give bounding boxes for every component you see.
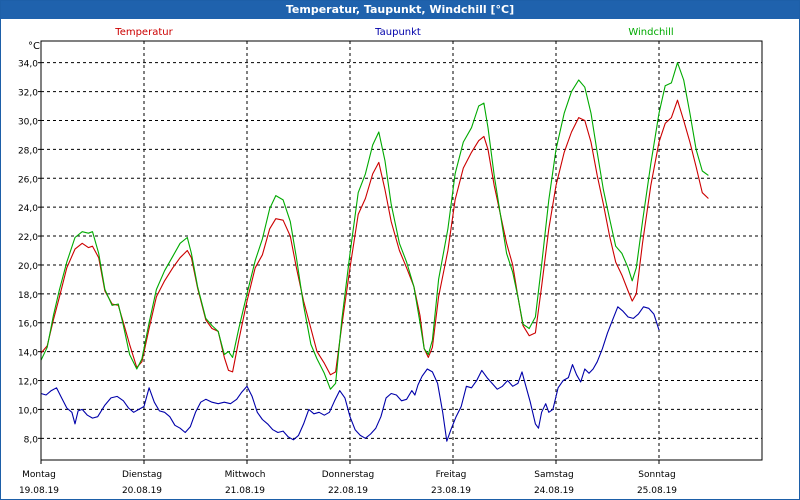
x-tick-label-date: 21.08.19 — [225, 486, 265, 496]
series-line-taupunkt — [40, 306, 660, 442]
x-tick-label-date: 25.08.19 — [637, 486, 677, 496]
x-tick-label-date: 24.08.19 — [534, 486, 574, 496]
y-tick-label: 16,0 — [18, 320, 38, 330]
x-tick-label-day: Sonntag — [638, 470, 675, 480]
chart-series — [40, 62, 709, 442]
y-tick-label: 22,0 — [18, 233, 38, 243]
series-line-windchill — [40, 62, 709, 390]
x-tick-label-date: 20.08.19 — [122, 486, 162, 496]
y-tick-label: 34,0 — [18, 60, 38, 70]
series-line-temperatur — [40, 99, 709, 376]
y-tick-label: 20,0 — [18, 262, 38, 272]
y-tick-label: 26,0 — [18, 175, 38, 185]
x-tick-label-date: 23.08.19 — [431, 486, 471, 496]
y-tick-label: 10,0 — [18, 406, 38, 416]
x-tick-label-day: Mittwoch — [225, 470, 266, 480]
y-axis-ticks: 8,0 10,0 12,0 14,0 16,0 18,0 20,0 22,0 24,0 26,0 2… — [18, 60, 41, 445]
y-unit-label: °C — [28, 41, 40, 52]
y-tick-label: 18,0 — [18, 291, 38, 301]
y-tick-label: 8,0 — [24, 435, 39, 445]
legend-temperatur: Temperatur — [114, 27, 173, 38]
x-tick-label-day: Montag — [22, 470, 56, 480]
plot-frame — [40, 40, 763, 461]
x-axis-ticks: Montag 19.08.19 Dienstag 20.08.19 Mittwoch 21… — [19, 460, 677, 496]
x-tick-label-day: Donnerstag — [322, 470, 375, 480]
legend-windchill: Windchill — [628, 27, 673, 38]
window-title: Temperatur, Taupunkt, Windchill [°C] — [1, 1, 799, 19]
x-tick-label-day: Samstag — [534, 470, 573, 480]
x-tick-label-date: 22.08.19 — [328, 486, 368, 496]
y-tick-label: 24,0 — [18, 204, 38, 214]
x-tick-label-day: Freitag — [436, 470, 467, 480]
x-tick-label-day: Dienstag — [122, 470, 162, 480]
legend-taupunkt: Taupunkt — [374, 27, 421, 38]
y-tick-label: 28,0 — [18, 146, 38, 156]
chart-legend: Temperatur Taupunkt Windchill — [114, 27, 673, 38]
y-tick-label: 14,0 — [18, 349, 38, 359]
y-tick-label: 30,0 — [18, 117, 38, 127]
y-tick-label: 32,0 — [18, 89, 38, 99]
chart-canvas: Temperatur Taupunkt Windchill °C 8,0 10,0… — [18, 27, 763, 496]
chart-grid — [41, 41, 762, 460]
x-tick-label-date: 19.08.19 — [19, 486, 59, 496]
y-tick-label: 12,0 — [18, 378, 38, 388]
